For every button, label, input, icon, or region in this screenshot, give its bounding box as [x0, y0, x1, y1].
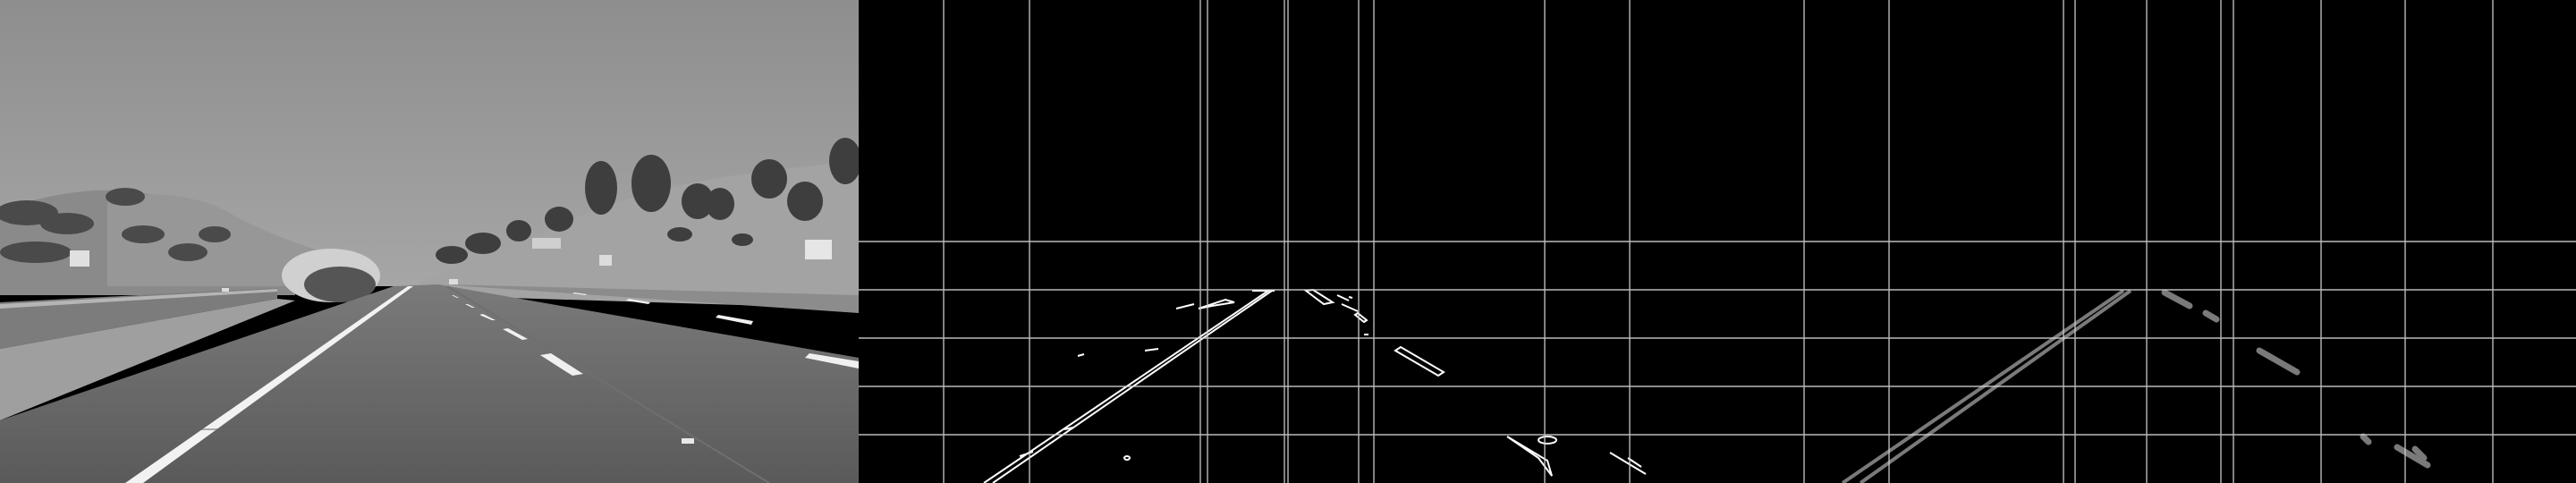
canny-edges	[859, 0, 1717, 483]
road-sign-left	[70, 250, 89, 267]
right-dashed-lane-line	[452, 292, 859, 376]
road-photo-illustration	[0, 0, 859, 483]
grass-verge-left	[0, 299, 295, 420]
edge-map	[983, 288, 1647, 483]
grayscale-road-photo	[0, 0, 859, 483]
right-hill	[420, 161, 859, 309]
right-trees	[436, 138, 859, 264]
left-trees	[0, 188, 231, 263]
hough-lines-map	[1841, 289, 2431, 483]
left-lane-line	[125, 286, 413, 483]
right-shoulder	[447, 284, 859, 313]
right-lane-edges	[1303, 288, 1647, 477]
left-edge-fragments	[1019, 298, 1235, 461]
road-surface	[0, 284, 859, 483]
right-hough-segments	[2161, 289, 2431, 469]
left-hough-lines	[1841, 289, 2132, 483]
hough-lane-lines	[1717, 0, 2576, 483]
road-sign-right	[805, 240, 832, 259]
distant-car	[449, 279, 458, 284]
